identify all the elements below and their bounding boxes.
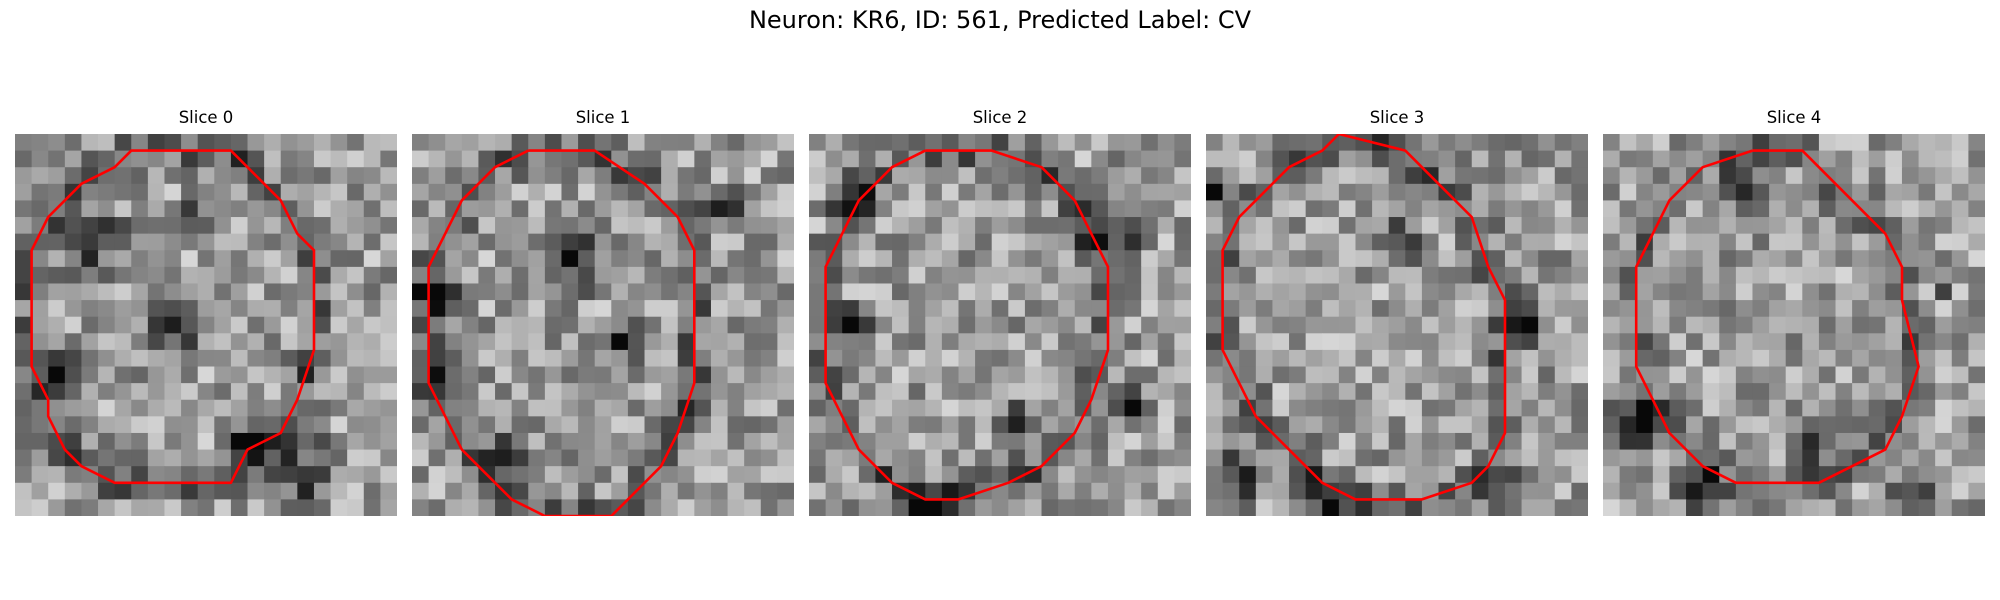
slice-1-svg xyxy=(412,134,794,516)
slice-2-svg xyxy=(809,134,1191,516)
slice-4-image xyxy=(1603,134,1985,516)
slice-1-contour xyxy=(427,149,696,516)
slice-2-image xyxy=(809,134,1191,516)
slice-3-svg xyxy=(1206,134,1588,516)
slice-2-title: Slice 2 xyxy=(972,108,1028,127)
slice-3-title: Slice 3 xyxy=(1369,108,1425,127)
slice-4-contour xyxy=(1634,149,1920,485)
slice-0-image xyxy=(15,134,397,516)
slice-3-pixels xyxy=(1206,134,1588,516)
slice-4-svg xyxy=(1603,134,1985,516)
slice-3-contour xyxy=(1221,134,1507,501)
slice-4-title: Slice 4 xyxy=(1766,108,1822,127)
slice-0-title: Slice 0 xyxy=(178,108,234,127)
slice-1-pixels xyxy=(412,134,794,516)
slice-1-image xyxy=(412,134,794,516)
slice-0-svg xyxy=(15,134,397,516)
slice-0-contour xyxy=(30,149,316,485)
slice-0-pixels xyxy=(15,134,397,516)
slice-3-image xyxy=(1206,134,1588,516)
slice-2-pixels xyxy=(809,134,1191,516)
slice-1-title: Slice 1 xyxy=(575,108,631,127)
figure-title: Neuron: KR6, ID: 561, Predicted Label: C… xyxy=(748,6,1252,34)
slice-4-pixels xyxy=(1603,134,1985,516)
slice-2-contour xyxy=(824,149,1110,501)
